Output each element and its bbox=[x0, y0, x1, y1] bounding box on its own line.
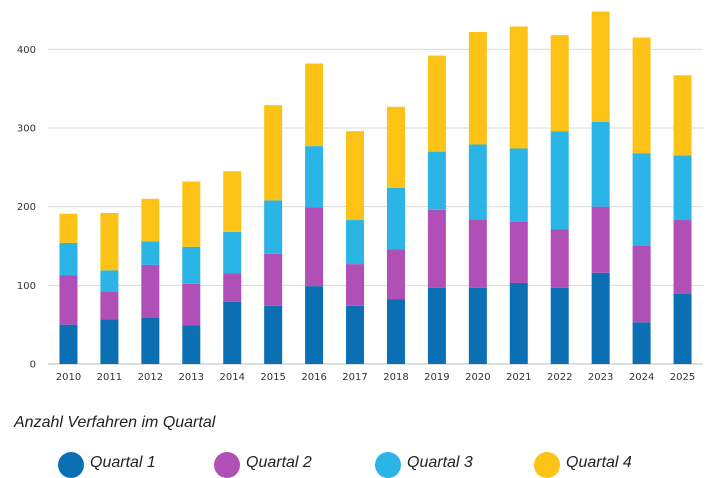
bar-2021-quartal-1 bbox=[509, 282, 528, 364]
bar-2019-quartal-2 bbox=[427, 209, 446, 288]
x-tick-label-2010: 2010 bbox=[56, 372, 81, 383]
bar-2013-quartal-2 bbox=[182, 283, 201, 326]
y-tick-label-300: 300 bbox=[17, 124, 36, 135]
bar-2018-quartal-2 bbox=[386, 249, 405, 300]
bar-2019-quartal-4 bbox=[427, 55, 446, 152]
bar-2025-quartal-4 bbox=[673, 75, 692, 156]
bar-2016-quartal-3 bbox=[305, 146, 324, 208]
bar-2022-quartal-3 bbox=[550, 131, 569, 230]
x-tick-label-2021: 2021 bbox=[506, 372, 531, 383]
y-tick-label-100: 100 bbox=[17, 281, 36, 292]
bar-2016-quartal-1 bbox=[305, 286, 324, 364]
bar-2017-quartal-1 bbox=[346, 305, 365, 364]
bar-2020-quartal-1 bbox=[468, 287, 487, 364]
y-tick-label-200: 200 bbox=[17, 202, 36, 213]
legend: Quartal 1 Quartal 2 Quartal 3 Quartal 4 bbox=[58, 452, 711, 478]
bar-2025-quartal-2 bbox=[673, 220, 692, 294]
legend-label-quartal-1: Quartal 1 bbox=[90, 454, 156, 471]
bar-2014-quartal-2 bbox=[223, 273, 242, 302]
bar-2014-quartal-3 bbox=[223, 231, 242, 274]
bar-2015-quartal-2 bbox=[264, 253, 283, 306]
bar-2023-quartal-3 bbox=[591, 121, 610, 207]
bar-2022-quartal-4 bbox=[550, 35, 569, 132]
bar-2024-quartal-4 bbox=[632, 37, 651, 154]
legend-swatch-quartal-2 bbox=[214, 452, 240, 478]
x-tick-label-2011: 2011 bbox=[97, 372, 122, 383]
bar-2017-quartal-4 bbox=[346, 131, 365, 221]
bar-2012-quartal-4 bbox=[141, 198, 160, 242]
bar-2023-quartal-2 bbox=[591, 206, 610, 273]
legend-swatch-quartal-1 bbox=[58, 452, 84, 478]
bar-2010-quartal-2 bbox=[59, 275, 78, 325]
bar-2014-quartal-4 bbox=[223, 171, 242, 232]
bar-2014-quartal-1 bbox=[223, 301, 242, 364]
legend-label-quartal-3: Quartal 3 bbox=[407, 454, 473, 471]
bar-2024-quartal-2 bbox=[632, 246, 651, 323]
bar-2023-quartal-4 bbox=[591, 11, 610, 122]
x-tick-label-2013: 2013 bbox=[179, 372, 204, 383]
x-tick-label-2024: 2024 bbox=[629, 372, 654, 383]
bar-2021-quartal-2 bbox=[509, 221, 528, 283]
x-tick-label-2017: 2017 bbox=[342, 372, 367, 383]
x-tick-label-2025: 2025 bbox=[670, 372, 695, 383]
bar-2024-quartal-3 bbox=[632, 153, 651, 246]
bar-2021-quartal-4 bbox=[509, 26, 528, 149]
bar-2017-quartal-3 bbox=[346, 220, 365, 265]
x-axis-tick-labels: 2010 2011 2012 2013 2014 2015 2016 2017 2018 2019… bbox=[56, 372, 696, 383]
bar-2025-quartal-3 bbox=[673, 155, 692, 221]
x-tick-label-2019: 2019 bbox=[424, 372, 449, 383]
y-tick-label-0: 0 bbox=[30, 360, 36, 371]
bar-2011-quartal-1 bbox=[100, 319, 119, 364]
bar-2013-quartal-3 bbox=[182, 246, 201, 284]
bar-2020-quartal-4 bbox=[468, 32, 487, 145]
x-tick-label-2016: 2016 bbox=[301, 372, 326, 383]
x-tick-label-2018: 2018 bbox=[383, 372, 408, 383]
bar-2023-quartal-1 bbox=[591, 272, 610, 364]
bar-2011-quartal-4 bbox=[100, 212, 119, 271]
legend-label-quartal-2: Quartal 2 bbox=[246, 454, 312, 471]
bar-2018-quartal-3 bbox=[386, 187, 405, 250]
chart-caption: Anzahl Verfahren im Quartal bbox=[14, 414, 216, 431]
bar-2021-quartal-3 bbox=[509, 148, 528, 222]
bar-2017-quartal-2 bbox=[346, 264, 365, 306]
x-tick-label-2020: 2020 bbox=[465, 372, 490, 383]
y-axis-tick-labels: 0 100 200 300 400 bbox=[17, 45, 36, 371]
bar-2010-quartal-1 bbox=[59, 324, 78, 364]
bar-2016-quartal-2 bbox=[305, 207, 324, 287]
bar-2012-quartal-2 bbox=[141, 264, 160, 318]
x-tick-label-2014: 2014 bbox=[219, 372, 244, 383]
bar-stacks bbox=[59, 11, 692, 364]
x-tick-label-2022: 2022 bbox=[547, 372, 572, 383]
bar-2010-quartal-3 bbox=[59, 242, 78, 276]
bar-2012-quartal-3 bbox=[141, 241, 160, 265]
bar-2025-quartal-1 bbox=[673, 293, 692, 364]
bar-2010-quartal-4 bbox=[59, 213, 78, 243]
bar-2013-quartal-4 bbox=[182, 181, 201, 247]
bar-2022-quartal-2 bbox=[550, 229, 569, 288]
bar-2019-quartal-3 bbox=[427, 151, 446, 210]
x-tick-label-2012: 2012 bbox=[138, 372, 163, 383]
bar-2011-quartal-2 bbox=[100, 291, 119, 320]
bar-2020-quartal-2 bbox=[468, 219, 487, 288]
bar-2015-quartal-1 bbox=[264, 305, 283, 364]
bar-2016-quartal-4 bbox=[305, 63, 324, 147]
bar-2022-quartal-1 bbox=[550, 287, 569, 364]
legend-label-quartal-4: Quartal 4 bbox=[566, 454, 632, 471]
bar-2012-quartal-1 bbox=[141, 317, 160, 364]
bar-2018-quartal-4 bbox=[386, 106, 405, 188]
x-tick-label-2023: 2023 bbox=[588, 372, 613, 383]
legend-swatch-quartal-4 bbox=[534, 452, 560, 478]
bar-2013-quartal-1 bbox=[182, 325, 201, 364]
bar-2011-quartal-3 bbox=[100, 270, 119, 292]
bar-2015-quartal-3 bbox=[264, 200, 283, 254]
bar-2019-quartal-1 bbox=[427, 287, 446, 364]
bar-2024-quartal-1 bbox=[632, 322, 651, 364]
bar-2015-quartal-4 bbox=[264, 105, 283, 201]
x-tick-label-2015: 2015 bbox=[260, 372, 285, 383]
bar-2020-quartal-3 bbox=[468, 144, 487, 220]
legend-swatch-quartal-3 bbox=[375, 452, 401, 478]
bar-2018-quartal-1 bbox=[386, 299, 405, 364]
y-tick-label-400: 400 bbox=[17, 45, 36, 56]
